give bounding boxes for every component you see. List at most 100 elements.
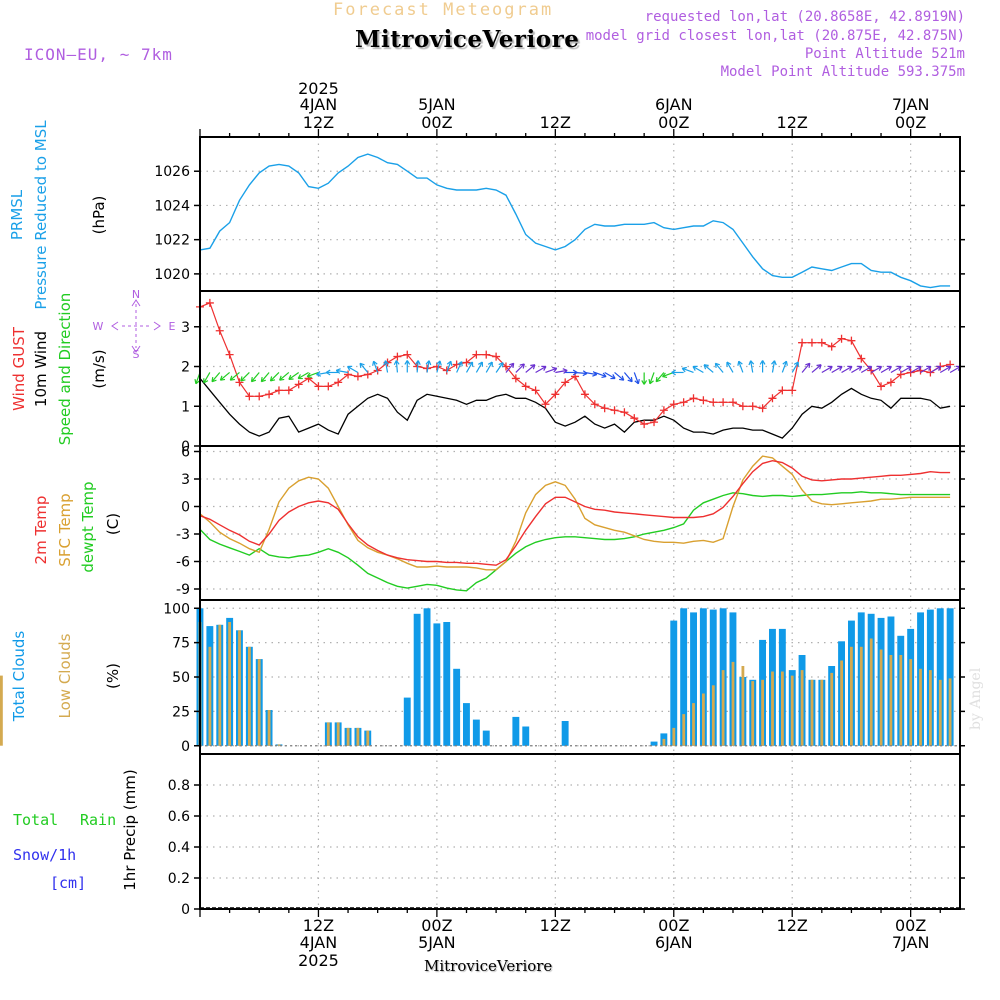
- wind-direction-arrow: [270, 372, 280, 382]
- wind-direction-arrow: [203, 372, 211, 384]
- top-day-label: 7JAN: [892, 95, 930, 114]
- y-tick-label: 2: [181, 360, 190, 376]
- gust-marker: [798, 338, 807, 347]
- low-cloud-bar: [869, 638, 873, 746]
- gust-marker: [294, 380, 303, 389]
- gust-marker: [807, 338, 816, 347]
- wind-arrow-head: [601, 375, 607, 379]
- low-cloud-bar: [711, 685, 715, 746]
- wind-arrow-head: [487, 361, 493, 365]
- top-day-label: 6JAN: [655, 95, 693, 114]
- wind-arrow-head: [816, 364, 822, 367]
- wind-arrow-head: [532, 364, 536, 370]
- bottom-day-label: 7JAN: [892, 933, 930, 952]
- y-tick-label: -6: [176, 555, 190, 571]
- bottom-year-label: 2025: [298, 951, 339, 970]
- gust-marker: [551, 390, 560, 399]
- wind-arrow-head: [439, 360, 442, 366]
- wind-direction-arrow: [240, 372, 250, 382]
- wind-arrow-head: [682, 366, 687, 369]
- wind-direction-arrow: [395, 360, 399, 373]
- bottom-day-label: 6JAN: [655, 933, 693, 952]
- gust-marker: [245, 392, 254, 401]
- wind-arrow-head: [404, 360, 408, 365]
- wind-direction-arrow: [831, 365, 843, 373]
- wind-arrow-head: [671, 371, 676, 376]
- precip-unit-label: 1hr Precip (mm): [121, 769, 139, 890]
- gust-marker: [748, 402, 757, 411]
- panel-frame: [199, 599, 961, 755]
- gust-marker: [630, 414, 639, 423]
- wind-direction-arrow: [801, 362, 811, 373]
- wind-direction-arrow: [714, 362, 724, 373]
- wind-arrow-head: [393, 360, 397, 365]
- low-cloud-bar: [267, 710, 271, 746]
- wind-arrow-head: [947, 366, 952, 371]
- y-tick-label: 0.4: [168, 840, 190, 856]
- wind-direction-arrow: [623, 372, 633, 383]
- gust-marker: [403, 350, 412, 359]
- wind-arrow-head: [383, 360, 387, 366]
- total-cloud-bar: [433, 623, 441, 746]
- wind-arrow-head: [655, 376, 658, 382]
- low-cloud-bar: [248, 646, 251, 746]
- bottom-hour-label: 00Z: [895, 916, 926, 935]
- y-tick-label: 0: [181, 439, 190, 455]
- y-tick-label: 0: [181, 500, 190, 516]
- y-tick-label: -3: [176, 527, 190, 543]
- wind-arrow-head: [251, 379, 257, 383]
- wind-direction-arrow: [495, 362, 504, 373]
- wind-arrow-head: [726, 361, 732, 365]
- y-tick-label: 0.6: [168, 809, 190, 825]
- gust-marker: [462, 358, 471, 367]
- total-cloud-bar: [512, 716, 520, 746]
- gust-marker: [353, 372, 362, 381]
- gust-marker: [837, 334, 846, 343]
- series-layer: [0, 154, 962, 909]
- gust-marker: [393, 352, 402, 361]
- panel-frame: [199, 136, 961, 292]
- wind-arrow-head: [347, 366, 351, 371]
- wind-arrow-head: [637, 379, 640, 384]
- temp-2m-label: 2m Temp: [32, 496, 50, 565]
- gust-marker: [284, 386, 293, 395]
- gust-marker: [205, 298, 214, 307]
- gust-marker: [788, 386, 797, 395]
- wind-direction-arrow: [306, 371, 319, 378]
- gust-marker: [590, 400, 599, 409]
- clouds-unit-label: (%): [104, 663, 122, 689]
- wind-arrow-head: [750, 360, 755, 365]
- gust-marker: [659, 406, 668, 415]
- wind-arrow-head: [498, 362, 504, 366]
- low-cloud-bar: [692, 703, 695, 746]
- gust-marker: [778, 386, 787, 395]
- wind-direction-arrow: [416, 360, 419, 373]
- wind-arrow-head: [220, 378, 226, 381]
- gust-marker: [452, 360, 461, 369]
- wind-arrow-head: [428, 360, 432, 366]
- wind-arrow-head: [849, 366, 853, 371]
- wind-arrow-head: [230, 378, 235, 381]
- gust-marker: [886, 378, 895, 387]
- wind-arrow-head: [468, 361, 473, 365]
- low-cloud-bar: [741, 666, 745, 746]
- low-cloud-bar: [277, 744, 281, 746]
- gust-marker: [610, 406, 619, 415]
- bottom-hour-label: 12Z: [777, 916, 808, 935]
- footer-location: MitroviceVeriore: [424, 957, 553, 975]
- wind-direction-arrow: [251, 372, 260, 383]
- low-cloud-bar: [366, 730, 370, 746]
- wind-arrow-head: [543, 366, 547, 371]
- top-hour-label: 00Z: [658, 113, 689, 132]
- top-hour-label: 00Z: [421, 113, 452, 132]
- top-hour-label: 12Z: [540, 113, 571, 132]
- wind-direction-arrow: [436, 360, 441, 373]
- wind-direction-arrow: [545, 367, 557, 374]
- panel-frame: [199, 290, 961, 447]
- total-cloud-bar: [561, 721, 569, 746]
- y-tick-label: 75: [172, 636, 190, 652]
- low-cloud-bar: [326, 722, 330, 746]
- wind-direction-arrow: [771, 360, 776, 373]
- top-hour-label: 00Z: [895, 113, 926, 132]
